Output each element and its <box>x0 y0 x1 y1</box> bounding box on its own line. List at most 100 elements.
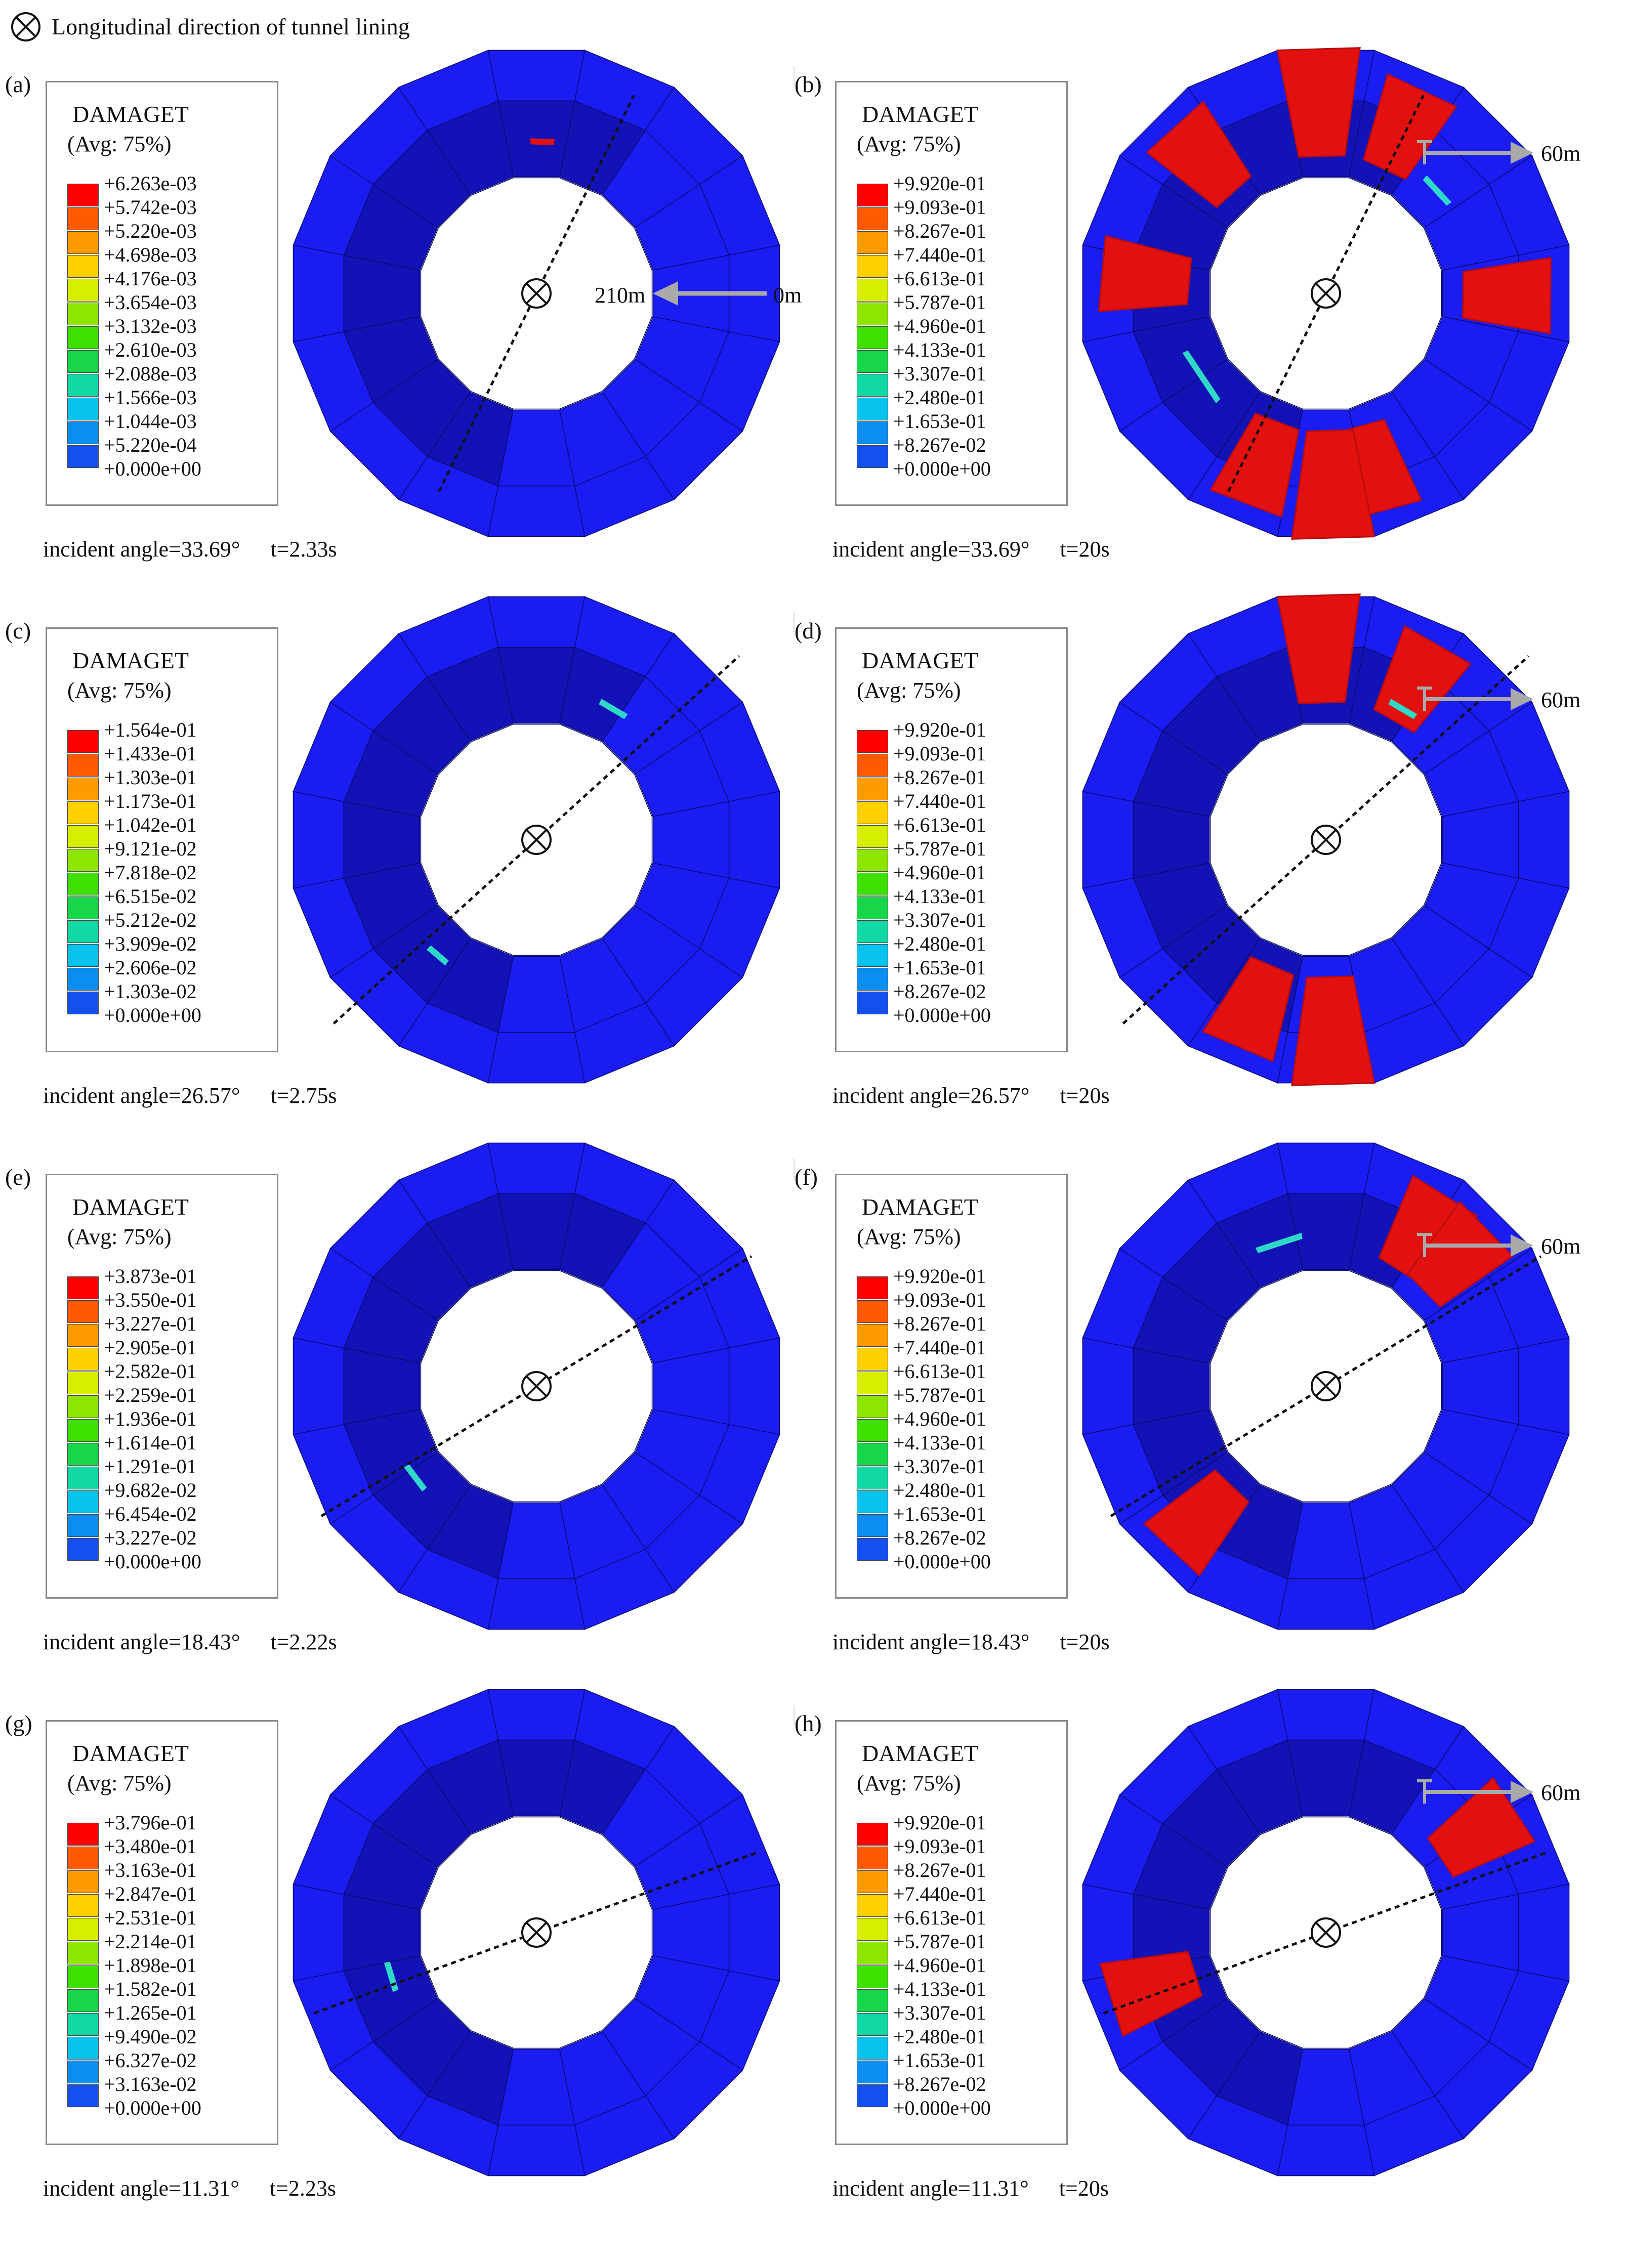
legend-value: +9.121e-02 <box>104 837 197 860</box>
panel-label: (a) <box>5 71 31 97</box>
legend-value: +5.787e-01 <box>893 1930 986 1953</box>
tunnel-lining-ring: 60m <box>1082 1142 1580 1630</box>
damage-legend: DAMAGET (Avg: 75%) +1.564e-01 +1.433e-01 +1.… <box>46 627 278 1052</box>
colorbar-swatch <box>857 754 888 777</box>
tunnel-lining-ring <box>293 596 780 1084</box>
colorbar-swatch <box>857 1514 888 1537</box>
legend-value: +7.440e-01 <box>893 1882 986 1905</box>
lining-outer-segment <box>487 485 586 537</box>
lining-outer-segment <box>293 244 345 343</box>
tunnel-lining-ring: 60m <box>1082 1689 1580 2176</box>
legend-value: +1.291e-01 <box>104 1455 197 1478</box>
colorbar-swatch <box>857 2013 888 2036</box>
colorbar-swatch <box>857 2084 888 2107</box>
colorbar-swatch <box>857 2037 888 2060</box>
tunnel-lining-ring <box>293 1689 780 2176</box>
distance-label-origin: 0m <box>773 283 802 308</box>
legend-value: +5.220e-03 <box>104 220 197 242</box>
legend-title: DAMAGET <box>862 648 978 673</box>
legend-title: DAMAGET <box>72 1194 189 1220</box>
panel-a: (a) 210m 0m DAMAGET (Avg: 75%) +6.263e-03 +5.7… <box>0 50 802 597</box>
legend-title: DAMAGET <box>862 101 978 127</box>
lining-inner-segment <box>427 1739 514 1834</box>
time-text: t=20s <box>1060 1630 1110 1654</box>
colorbar-swatch <box>857 1324 888 1347</box>
colorbar-swatch <box>857 374 888 397</box>
legend-value: +6.327e-02 <box>104 2049 197 2072</box>
legend-value: +9.920e-01 <box>893 718 986 741</box>
arrow-right-icon <box>1417 140 1533 164</box>
colorbar-swatch <box>67 825 99 848</box>
circled-x-icon <box>521 1917 552 1948</box>
legend-value: +0.000e+00 <box>893 2096 991 2119</box>
damage-zone <box>1378 1175 1479 1283</box>
colorbar-swatch <box>857 944 888 967</box>
legend-value: +0.000e+00 <box>104 1550 201 1573</box>
damage-legend: DAMAGET (Avg: 75%) +9.920e-01 +9.093e-01 +8.… <box>835 1720 1068 2145</box>
column-separator <box>794 1159 795 1179</box>
damage-zone <box>1427 1777 1536 1878</box>
panel-b: (b) 60m DAMAGET (Avg: 75%) +9.920e-01 +9.093e… <box>789 47 1580 597</box>
legend-value: +5.787e-01 <box>893 837 986 860</box>
incident-direction-line <box>313 1851 760 2015</box>
distance-label: 60m <box>1541 1780 1580 1805</box>
legend-title: DAMAGET <box>862 1740 978 1766</box>
panel-caption: incident angle=33.69° t=20s <box>832 536 1110 562</box>
colorbar-swatch <box>857 1894 888 1917</box>
damage-zone <box>1462 256 1552 334</box>
colorbar-swatch <box>857 1348 888 1371</box>
panel-caption: incident angle=26.57° t=20s <box>832 1083 1110 1108</box>
colorbar-swatch <box>67 1372 99 1394</box>
lining-outer-segment <box>1518 791 1570 889</box>
colorbar-swatch <box>67 1894 99 1917</box>
legend-value: +8.267e-02 <box>893 1526 986 1549</box>
legend-value: +3.307e-01 <box>893 362 986 385</box>
incident-angle-text: incident angle=11.31° <box>43 2176 239 2201</box>
legend-value: +3.227e-01 <box>104 1312 197 1335</box>
colorbar-swatch <box>857 1538 888 1561</box>
colorbar-swatch <box>857 1490 888 1513</box>
colorbar-swatch <box>67 1490 99 1513</box>
panel-label: (g) <box>5 1710 32 1736</box>
damage-zone <box>1143 1469 1250 1577</box>
circled-x-icon <box>1311 1371 1341 1401</box>
colorbar-swatch <box>67 1348 99 1371</box>
panel-caption: incident angle=26.57° t=2.75s <box>43 1083 337 1108</box>
legend-value: +2.905e-01 <box>104 1336 197 1359</box>
legend-value: +3.227e-02 <box>104 1526 197 1549</box>
legend-value: +9.490e-02 <box>104 2025 197 2048</box>
crack-streak <box>426 945 449 966</box>
colorbar-swatch <box>67 374 99 397</box>
incident-direction-line <box>320 1255 753 1517</box>
legend-value: +1.936e-01 <box>104 1407 197 1430</box>
legend-value: +9.920e-01 <box>893 1811 986 1834</box>
arrow-right-icon <box>1417 687 1533 711</box>
legend-value: +6.263e-03 <box>104 172 197 195</box>
legend-value: +1.433e-01 <box>104 742 197 765</box>
colorbar-swatch <box>67 255 99 278</box>
legend-value: +3.132e-03 <box>104 315 197 337</box>
legend-value: +1.265e-01 <box>104 2001 197 2024</box>
distance-label: 60m <box>1541 688 1580 712</box>
colorbar-swatch <box>67 1847 99 1869</box>
time-text: t=20s <box>1059 2176 1109 2201</box>
legend-value: +1.898e-01 <box>104 1954 197 1977</box>
colorbar-swatch <box>67 2013 99 2036</box>
lining-outer-segment <box>487 1032 586 1084</box>
panel-label: (e) <box>5 1164 31 1190</box>
incident-direction-line <box>1110 1255 1542 1517</box>
legend-value: +4.133e-01 <box>893 338 986 361</box>
lining-outer-segment <box>1082 1337 1134 1435</box>
legend-value: +0.000e+00 <box>104 1004 201 1026</box>
colorbar-swatch <box>67 1443 99 1466</box>
damage-legend: DAMAGET (Avg: 75%) +3.796e-01 +3.480e-01 +3.… <box>46 1720 278 2145</box>
panel-f: (f) 60m DAMAGET (Avg: 75%) +9.920e-01 +9.093e… <box>789 1142 1580 1690</box>
panel-h: (h) 60m DAMAGET (Avg: 75%) +9.920e-01 +9.093e… <box>789 1689 1580 2236</box>
colorbar-swatch <box>67 398 99 420</box>
arrow-left-icon <box>653 281 767 306</box>
column-separator <box>794 612 795 632</box>
legend-value: +1.303e-01 <box>104 766 197 789</box>
colorbar-swatch <box>857 968 888 991</box>
legend-value: +5.212e-02 <box>104 909 197 931</box>
colorbar-swatch <box>857 873 888 895</box>
